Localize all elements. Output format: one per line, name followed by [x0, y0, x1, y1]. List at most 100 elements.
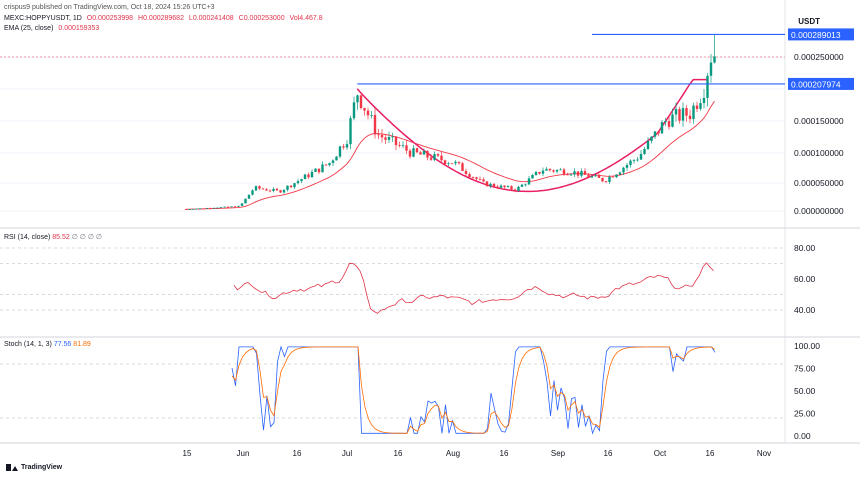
candle-body [254, 186, 258, 191]
candle-body [492, 183, 496, 187]
candle-body [226, 206, 230, 208]
candle-body [702, 97, 706, 104]
time-tick-label: Nov [757, 449, 771, 458]
rsi-label[interactable]: RSI (14, close) [4, 234, 51, 241]
horizontal-levels[interactable]: 0.000289013 0.000207974 [357, 28, 854, 90]
candle-body [261, 188, 265, 190]
candle-body [552, 170, 555, 172]
candle-body [454, 161, 457, 164]
stoch-tick-label: 0.00 [794, 431, 811, 441]
candle-body [356, 95, 359, 103]
candlestick-series [184, 34, 716, 210]
candle-body [457, 161, 461, 164]
candle-body [534, 171, 538, 175]
candle-body [412, 148, 415, 157]
candle-body [422, 151, 426, 155]
publisher-text: crispus9 published on TradingView.com, O… [4, 4, 215, 11]
candle-body [223, 206, 226, 208]
candle-body [317, 168, 321, 173]
candle-body [678, 109, 681, 121]
price-tick-label: 0.000100000 [794, 148, 844, 158]
candle-body [324, 164, 328, 166]
rsi-tick-label: 60.00 [794, 274, 816, 284]
candle-body [650, 136, 653, 141]
time-tick-label: Aug [446, 449, 460, 458]
ema-label[interactable]: EMA (25, close) [4, 25, 54, 32]
stoch-k-path [231, 345, 716, 435]
candle-body [520, 184, 524, 187]
candle-body [450, 163, 454, 165]
candle-body [380, 135, 384, 138]
candle-body [363, 108, 366, 111]
candle-body [527, 178, 531, 185]
candle-body [436, 154, 440, 156]
candle-body [471, 177, 475, 178]
price-axis: 0.000250000 0.000150000 0.000100000 0.00005… [794, 52, 844, 216]
candle-body [478, 178, 482, 180]
candle-body [384, 137, 387, 140]
level-tag [788, 28, 854, 41]
candle-body [576, 171, 580, 176]
candle-body [555, 169, 559, 172]
candle-body [352, 102, 356, 119]
candle-body [695, 105, 699, 109]
rsi-placeholders: ∅ ∅ ∅ ∅ [71, 234, 102, 241]
candle-body [289, 185, 293, 188]
candle-body [429, 157, 433, 160]
symbol-legend: MEXC:HOPPYUSDT, 1D O0.000253998 H0.00028… [4, 14, 326, 23]
candle-body [709, 62, 713, 76]
candle-body [646, 140, 650, 149]
candle-body [394, 136, 398, 146]
candle-body [387, 137, 391, 140]
ema-path [186, 100, 715, 210]
candle-body [590, 176, 594, 178]
price-tick-label: 0.000250000 [794, 52, 844, 62]
level-label: 0.000289013 [791, 30, 841, 40]
tradingview-footer: TradingView [6, 464, 62, 471]
candle-body [548, 168, 552, 171]
time-tick-label: 16 [293, 449, 302, 458]
candle-body [713, 56, 716, 63]
time-tick-label: 16 [706, 449, 715, 458]
ema-value: 0.000159353 [58, 25, 100, 32]
candle-body [233, 206, 237, 208]
symbol-name[interactable]: MEXC:HOPPYUSDT, 1D [4, 15, 82, 22]
time-tick-label: Jun [237, 449, 250, 458]
candle-body [184, 209, 188, 210]
candle-body [632, 160, 636, 161]
candle-body [611, 176, 615, 178]
stoch-d-path [231, 346, 716, 434]
candle-body [524, 184, 527, 186]
candle-body [244, 198, 247, 204]
open-value: O0.000253998 [86, 15, 134, 22]
candle-body [629, 160, 632, 165]
stoch-tick-label: 75.00 [794, 364, 816, 374]
price-tick-label: 0.000050000 [794, 178, 844, 188]
rsi-panel: 80.00 60.00 40.00 [0, 243, 816, 315]
candle-body [464, 171, 468, 175]
time-tick-label: Jul [342, 449, 352, 458]
stoch-d-value: 81.89 [73, 341, 91, 348]
candle-body [282, 189, 286, 193]
candle-body [615, 174, 618, 178]
time-tick-label: 16 [500, 449, 509, 458]
price-tick-label: 0.000150000 [794, 116, 844, 126]
tradingview-logo-icon [6, 464, 18, 471]
candle-body [195, 208, 198, 210]
candle-body [461, 163, 464, 172]
candle-body [419, 152, 422, 155]
candle-body [639, 154, 643, 160]
candle-body [310, 171, 314, 178]
candle-body [212, 207, 216, 209]
candle-body [636, 159, 639, 161]
candle-body [293, 183, 296, 188]
candle-body [443, 160, 447, 165]
candle-body [230, 206, 233, 208]
stoch-tick-label: 25.00 [794, 409, 816, 419]
candle-body [191, 208, 195, 210]
candle-body [373, 115, 377, 135]
rsi-path [233, 262, 714, 314]
candle-body [468, 174, 471, 178]
stoch-label[interactable]: Stoch (14, 1, 3) [4, 341, 52, 348]
candle-body [272, 188, 275, 191]
